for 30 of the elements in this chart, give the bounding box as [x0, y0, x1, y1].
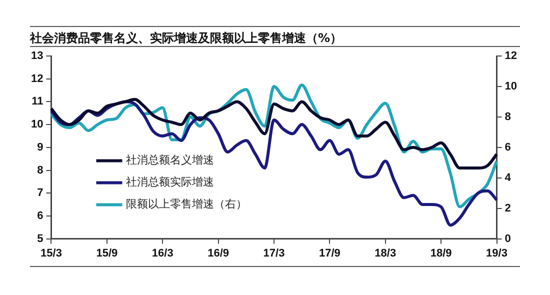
y2-tick-label: 0 [504, 232, 511, 245]
y-tick-label: 11 [32, 96, 44, 108]
y-tick-label: 7 [37, 187, 44, 200]
x-tick-label: 18/9 [430, 247, 452, 260]
y-tick-label: 12 [30, 72, 44, 85]
legend-label: 社消总额实际增速 [126, 176, 214, 189]
y-tick-label: 10 [30, 118, 44, 131]
y2-tick-label: 8 [504, 110, 511, 123]
y-tick-label: 8 [37, 164, 44, 176]
x-tick-label: 19/3 [486, 247, 508, 260]
y-tick-label: 9 [37, 141, 44, 154]
x-tick-label: 17/9 [318, 247, 340, 260]
y-tick-label: 5 [37, 232, 44, 245]
line-series [50, 98, 498, 170]
y2-tick-label: 6 [504, 141, 511, 154]
legend-label: 限额以上零售增速（右） [126, 198, 248, 211]
chart-title: 社会消费品零售名义、实际增速及限额以上零售增速（%） [30, 30, 342, 47]
y-tick-label: 6 [37, 210, 44, 222]
y2-tick-label: 2 [504, 202, 511, 214]
y-tick-label: 13 [30, 50, 44, 62]
y2-tick-label: 12 [504, 50, 518, 62]
x-tick-label: 18/3 [374, 247, 396, 260]
y2-tick-label: 4 [504, 172, 512, 184]
x-tick-label: 16/3 [152, 247, 174, 260]
x-tick-label: 15/9 [96, 247, 118, 260]
x-tick-label: 17/3 [263, 247, 285, 260]
x-tick-label: 16/9 [208, 247, 230, 260]
legend-label: 社消总额名义增速 [126, 154, 214, 167]
y2-tick-label: 10 [504, 80, 518, 92]
x-tick-label: 15/3 [40, 247, 62, 260]
